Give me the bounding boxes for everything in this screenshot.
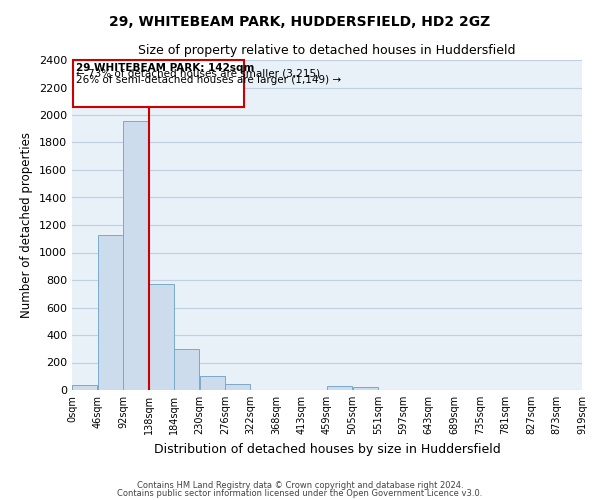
Text: ← 73% of detached houses are smaller (3,215): ← 73% of detached houses are smaller (3,… <box>76 69 320 79</box>
Y-axis label: Number of detached properties: Number of detached properties <box>20 132 34 318</box>
Bar <box>175 349 199 390</box>
X-axis label: Distribution of detached houses by size in Huddersfield: Distribution of detached houses by size … <box>154 442 500 456</box>
Text: 29, WHITEBEAM PARK, HUDDERSFIELD, HD2 2GZ: 29, WHITEBEAM PARK, HUDDERSFIELD, HD2 2G… <box>109 15 491 29</box>
Text: Contains public sector information licensed under the Open Government Licence v3: Contains public sector information licen… <box>118 488 482 498</box>
Bar <box>124 120 148 390</box>
Bar <box>327 386 352 390</box>
FancyBboxPatch shape <box>73 60 244 107</box>
Text: Contains HM Land Registry data © Crown copyright and database right 2024.: Contains HM Land Registry data © Crown c… <box>137 481 463 490</box>
Bar <box>353 387 377 390</box>
Bar <box>149 284 174 390</box>
Title: Size of property relative to detached houses in Huddersfield: Size of property relative to detached ho… <box>138 44 516 58</box>
Text: 26% of semi-detached houses are larger (1,149) →: 26% of semi-detached houses are larger (… <box>76 75 341 85</box>
Text: 29 WHITEBEAM PARK: 142sqm: 29 WHITEBEAM PARK: 142sqm <box>76 62 255 72</box>
Bar <box>98 234 123 390</box>
Bar <box>200 376 225 390</box>
Bar <box>72 385 97 390</box>
Bar <box>226 384 250 390</box>
